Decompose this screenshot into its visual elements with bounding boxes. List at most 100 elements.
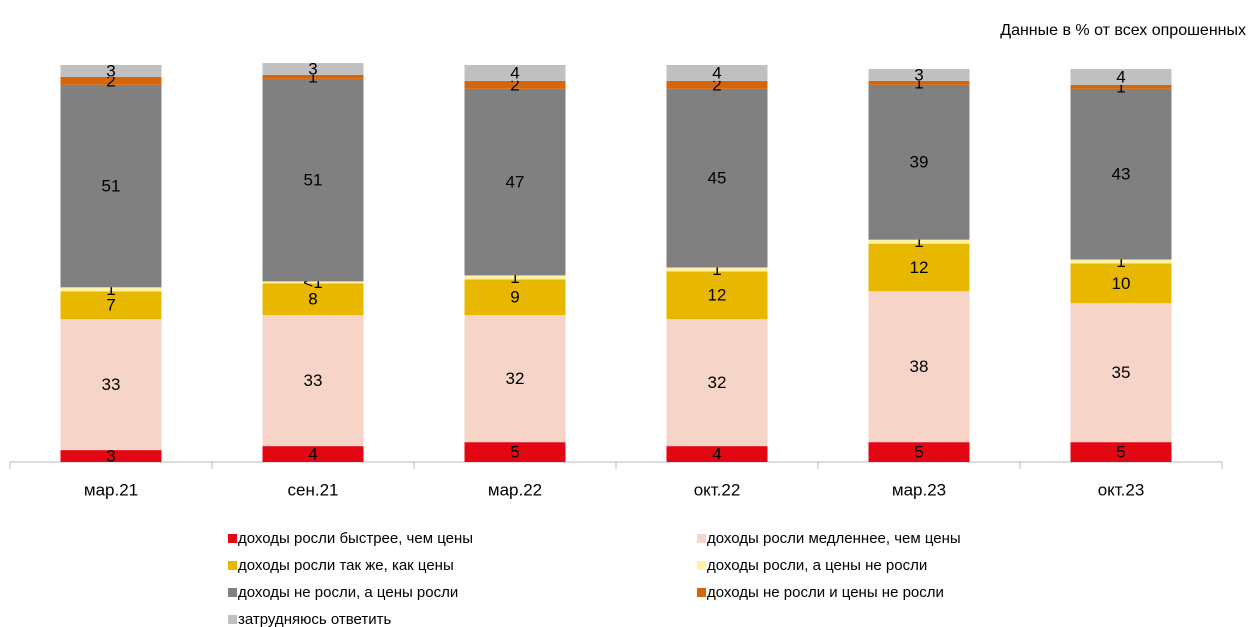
bar-segment bbox=[666, 88, 768, 268]
legend-swatch bbox=[228, 588, 237, 597]
x-tick-label: мар.21 bbox=[84, 480, 138, 499]
data-label: 4 bbox=[712, 445, 721, 464]
data-label: 43 bbox=[1112, 165, 1131, 184]
bar-segment bbox=[868, 243, 970, 292]
data-label: 1 bbox=[510, 268, 519, 287]
data-label: 5 bbox=[510, 443, 519, 462]
legend-swatch bbox=[697, 588, 706, 597]
bar-segment bbox=[1070, 259, 1172, 264]
bar-segment bbox=[464, 442, 566, 462]
data-label: 4 bbox=[308, 445, 317, 464]
bar-segment bbox=[464, 80, 566, 89]
data-label: 3 bbox=[106, 447, 115, 466]
legend-label: доходы росли так же, как цены bbox=[238, 557, 454, 574]
bar-segment bbox=[464, 88, 566, 276]
bar-segment bbox=[60, 319, 162, 451]
data-label: 3 bbox=[106, 61, 115, 80]
data-label: 1 bbox=[712, 260, 721, 279]
data-label: 10 bbox=[1112, 274, 1131, 293]
bar-segment bbox=[666, 319, 768, 447]
legend-swatch bbox=[228, 534, 237, 543]
bar-segment bbox=[262, 281, 364, 284]
data-label: 32 bbox=[506, 369, 525, 388]
data-label: 12 bbox=[708, 286, 727, 305]
bar-segment bbox=[60, 287, 162, 292]
bar-segment bbox=[1070, 303, 1172, 443]
data-label: 33 bbox=[304, 371, 323, 390]
x-tick-label: сен.21 bbox=[288, 480, 339, 499]
data-label: 39 bbox=[910, 153, 929, 172]
data-label: 2 bbox=[510, 75, 519, 94]
bar-segment bbox=[464, 275, 566, 280]
data-label: 3 bbox=[914, 65, 923, 84]
legend-label: доходы росли, а цены не росли bbox=[707, 557, 927, 574]
data-label: 12 bbox=[910, 258, 929, 277]
data-label: 1 bbox=[308, 67, 317, 86]
bar-segment bbox=[262, 63, 364, 75]
data-label: 32 bbox=[708, 373, 727, 392]
bar-segment bbox=[464, 315, 566, 443]
legend-label: доходы не росли и цены не росли bbox=[707, 584, 944, 601]
legend-label: доходы не росли, а цены росли bbox=[238, 584, 458, 601]
bar-segment bbox=[1070, 68, 1172, 85]
data-label: 5 bbox=[1116, 443, 1125, 462]
bar-segment bbox=[60, 450, 162, 462]
data-label: 4 bbox=[1116, 67, 1125, 86]
legend-swatch bbox=[228, 561, 237, 570]
bar-segment bbox=[868, 68, 970, 81]
bar-segment bbox=[262, 315, 364, 447]
bar-segment bbox=[1070, 88, 1172, 260]
data-label: 45 bbox=[708, 169, 727, 188]
data-label: 51 bbox=[102, 177, 121, 196]
data-label: 51 bbox=[304, 171, 323, 190]
bar-segment bbox=[60, 291, 162, 320]
bar-segment bbox=[60, 65, 162, 77]
bar-segment bbox=[1070, 442, 1172, 462]
bar-segment bbox=[666, 271, 768, 320]
data-label: 2 bbox=[712, 75, 721, 94]
legend-label: доходы росли быстрее, чем цены bbox=[238, 530, 473, 547]
bar-segment bbox=[666, 65, 768, 81]
data-label: 8 bbox=[308, 290, 317, 309]
bar-segment bbox=[666, 80, 768, 89]
data-label: 1 bbox=[106, 280, 115, 299]
data-label: 7 bbox=[106, 296, 115, 315]
data-label: 47 bbox=[506, 173, 525, 192]
data-label: 35 bbox=[1112, 363, 1131, 382]
data-label: 1 bbox=[1116, 252, 1125, 271]
bar-segment bbox=[868, 291, 970, 443]
bar-segment bbox=[1070, 263, 1172, 304]
chart-subtitle: Данные в % от всех опрошенных bbox=[1000, 22, 1246, 39]
bar-segment bbox=[262, 78, 364, 282]
x-tick-label: мар.23 bbox=[892, 480, 946, 499]
bar-segment bbox=[60, 84, 162, 288]
bar-segment bbox=[666, 446, 768, 462]
data-label: 5 bbox=[914, 443, 923, 462]
bar-segment bbox=[868, 239, 970, 244]
legend-swatch bbox=[697, 534, 706, 543]
data-label: 1 bbox=[1116, 77, 1125, 96]
data-label: 2 bbox=[106, 71, 115, 90]
data-label: 9 bbox=[510, 288, 519, 307]
data-label: 1 bbox=[914, 232, 923, 251]
bar-segment bbox=[868, 84, 970, 240]
bar-segment bbox=[464, 65, 566, 81]
data-label: 33 bbox=[102, 375, 121, 394]
bar-segment bbox=[464, 279, 566, 316]
data-label: 4 bbox=[510, 63, 519, 82]
data-label: 38 bbox=[910, 357, 929, 376]
legend-label: затрудняюсь ответить bbox=[238, 611, 391, 627]
bar-segment bbox=[262, 446, 364, 462]
x-tick-label: окт.22 bbox=[694, 480, 741, 499]
bar-segment bbox=[666, 267, 768, 272]
bar-segment bbox=[868, 442, 970, 462]
x-tick-label: окт.23 bbox=[1098, 480, 1145, 499]
x-tick-label: мар.22 bbox=[488, 480, 542, 499]
legend-swatch bbox=[228, 615, 237, 624]
bar-segment bbox=[1070, 84, 1172, 89]
bar-segment bbox=[868, 80, 970, 85]
bar-segment bbox=[262, 283, 364, 316]
bar-segment bbox=[262, 74, 364, 79]
data-label: 1 bbox=[914, 73, 923, 92]
